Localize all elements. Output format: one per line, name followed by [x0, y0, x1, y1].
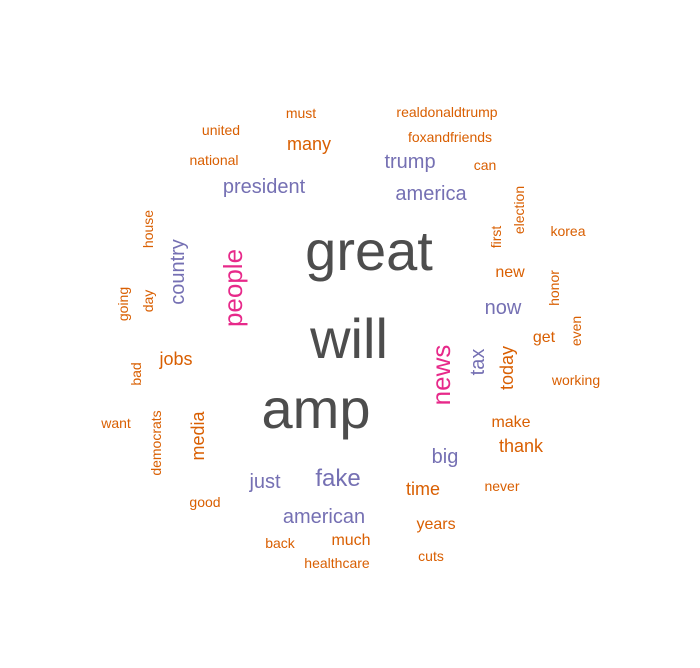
word-great: great: [305, 219, 433, 282]
word-jobs: jobs: [159, 349, 193, 369]
word-realdonaldtrump: realdonaldtrump: [396, 104, 498, 120]
word-country: country: [167, 239, 189, 305]
word-president: president: [222, 176, 306, 198]
word-bad: bad: [128, 362, 144, 386]
word-united: united: [201, 122, 241, 138]
word-people: people: [218, 248, 248, 328]
word-get: get: [532, 329, 556, 346]
word-democrats: democrats: [148, 410, 164, 476]
word-back: back: [265, 535, 295, 551]
word-national: national: [189, 152, 239, 168]
word-day: day: [140, 289, 156, 313]
word-american: american: [282, 506, 366, 528]
word-news: news: [426, 344, 456, 406]
word-tax: tax: [467, 348, 489, 376]
word-thank: thank: [498, 436, 544, 456]
word-want: want: [101, 415, 131, 431]
word-years: years: [416, 516, 456, 533]
word-trump: trump: [384, 151, 436, 173]
word-going: going: [115, 286, 131, 322]
word-honor: honor: [546, 270, 562, 306]
word-even: even: [568, 315, 584, 347]
word-good: good: [189, 494, 221, 510]
word-korea: korea: [550, 223, 586, 239]
word-can: can: [473, 157, 497, 173]
word-big: big: [431, 446, 459, 468]
word-time: time: [405, 479, 441, 499]
word-make: make: [491, 414, 531, 431]
word-much: much: [331, 532, 371, 549]
word-working: working: [551, 372, 601, 388]
word-foxandfriends: foxandfriends: [407, 129, 493, 145]
word-first: first: [488, 225, 504, 249]
word-new: new: [495, 264, 525, 281]
word-fake: fake: [315, 465, 361, 492]
word-must: must: [285, 105, 317, 121]
word-never: never: [484, 478, 520, 494]
word-america: america: [395, 183, 467, 205]
word-today: today: [497, 345, 517, 391]
word-house: house: [140, 209, 156, 249]
word-healthcare: healthcare: [304, 555, 370, 571]
word-media: media: [188, 411, 208, 461]
word-election: election: [511, 185, 527, 235]
word-cuts: cuts: [418, 548, 444, 564]
word-amp: amp: [261, 377, 371, 440]
word-will: will: [310, 307, 388, 370]
word-just: just: [249, 471, 281, 493]
word-now: now: [484, 297, 522, 319]
word-many: many: [286, 134, 332, 154]
